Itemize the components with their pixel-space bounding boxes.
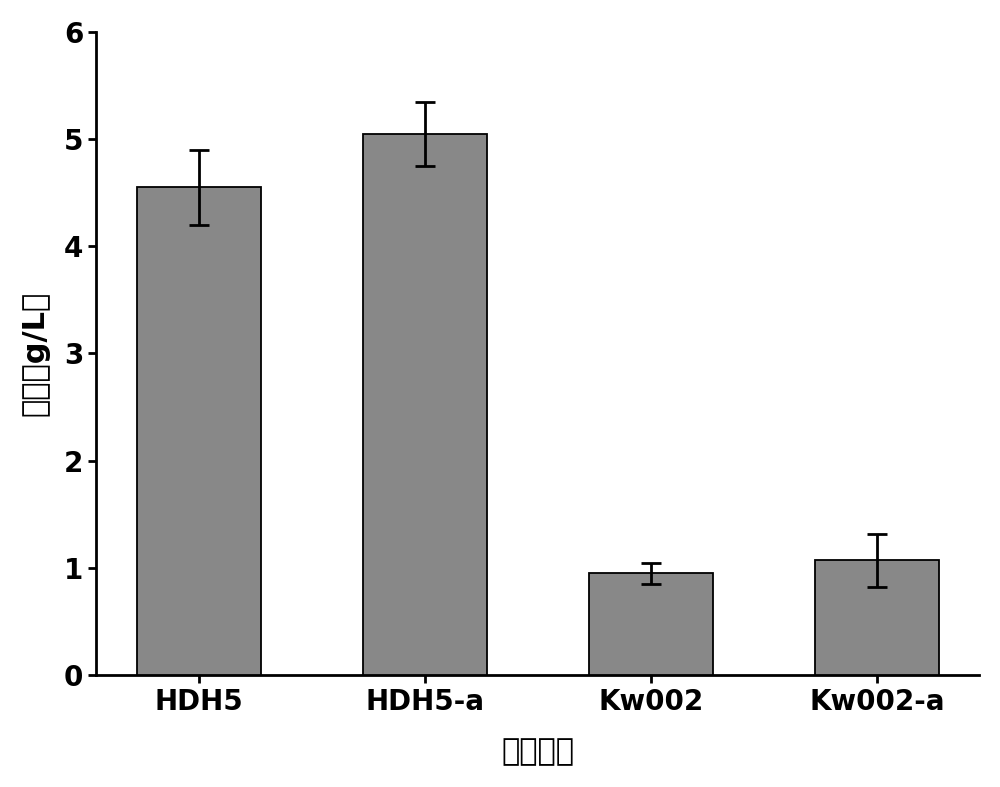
Bar <box>363 134 487 675</box>
Bar <box>137 187 261 675</box>
X-axis label: 菌株名称: 菌株名称 <box>501 737 574 767</box>
Bar <box>589 573 713 675</box>
Bar <box>815 560 939 675</box>
Y-axis label: 产量（g/L）: 产量（g/L） <box>21 291 50 416</box>
